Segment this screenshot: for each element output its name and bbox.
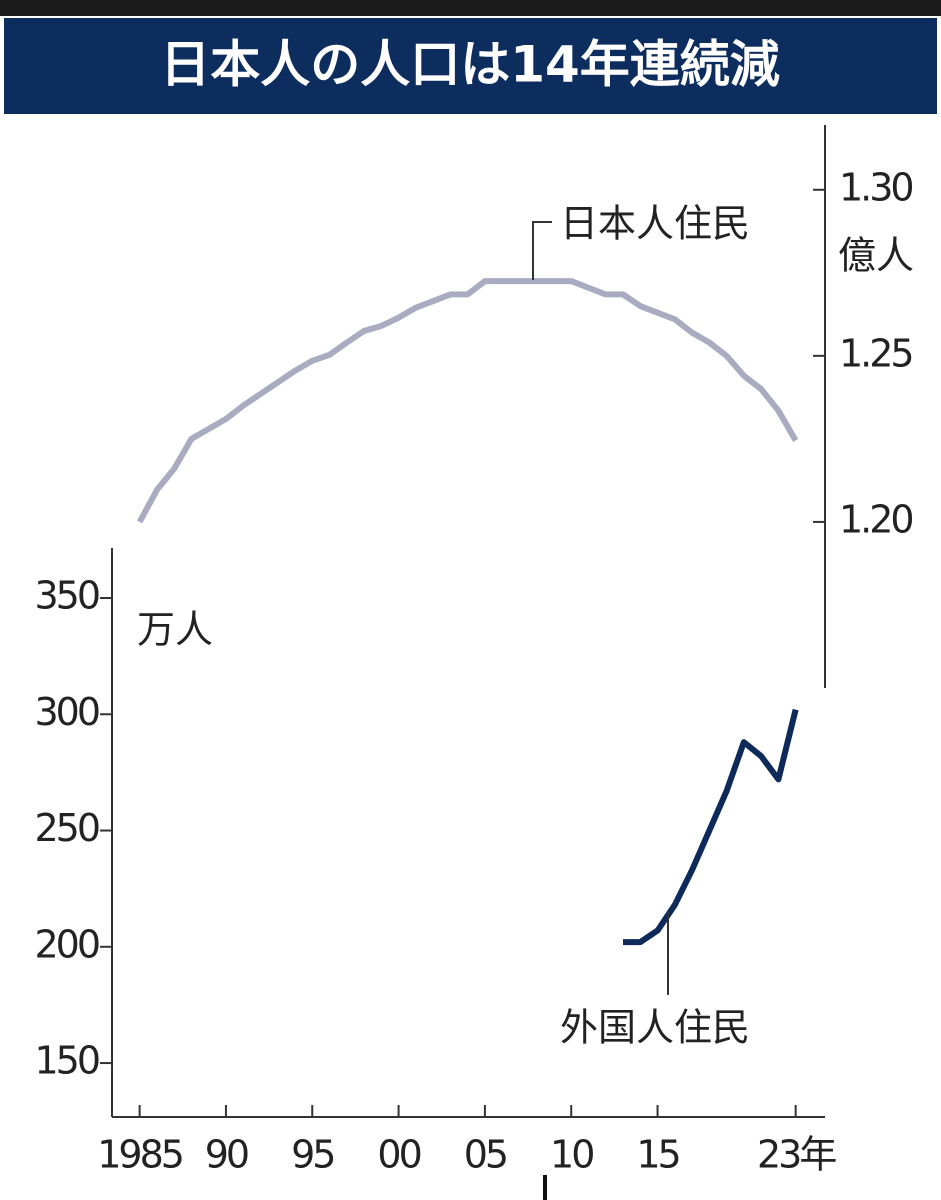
x-tick-label: 95 (291, 1133, 333, 1177)
y2-tick-label: 1.30 (839, 165, 912, 209)
x-tick-label: 23年 (757, 1133, 836, 1177)
x-tick-label: 05 (464, 1133, 506, 1177)
top-strip (0, 0, 941, 16)
y-unit: 万人 (137, 608, 213, 652)
y-tick-label: 350 (34, 573, 98, 617)
x-tick-label: 90 (205, 1133, 248, 1177)
x-tick-label: 15 (636, 1133, 678, 1177)
series-label: 外国人住民 (560, 1006, 750, 1050)
chart-title: 日本人の人口は14年連続減 (160, 36, 780, 94)
y2-tick-label: 1.25 (839, 331, 912, 375)
y2-tick-label: 1.20 (839, 497, 912, 541)
x-tick-label: 10 (550, 1133, 593, 1177)
y-tick-label: 300 (34, 690, 98, 734)
series-label: 日本人住民 (560, 202, 750, 246)
leader-line (532, 221, 552, 280)
x-tick-label: 1985 (97, 1133, 182, 1177)
y-tick-label: 200 (34, 922, 98, 966)
x-tick-label: 00 (377, 1133, 420, 1177)
y-tick-label: 250 (34, 806, 98, 850)
y-tick-label: 150 (34, 1039, 98, 1083)
y2-unit: 億人 (838, 234, 914, 278)
series-line (136, 278, 799, 524)
title-band (4, 18, 937, 114)
series-line (623, 708, 799, 946)
